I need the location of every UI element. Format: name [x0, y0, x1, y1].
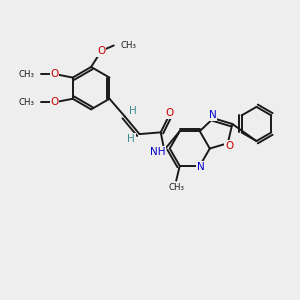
Text: NH: NH — [150, 147, 166, 157]
Text: H: H — [128, 134, 135, 143]
Text: N: N — [197, 162, 205, 172]
Text: O: O — [97, 46, 106, 56]
Text: O: O — [165, 108, 173, 118]
Text: CH₃: CH₃ — [120, 41, 136, 50]
Text: H: H — [129, 106, 137, 116]
Text: O: O — [225, 141, 233, 151]
Text: N: N — [208, 110, 216, 120]
Text: CH₃: CH₃ — [168, 183, 184, 192]
Text: O: O — [50, 97, 59, 107]
Text: CH₃: CH₃ — [19, 70, 35, 79]
Text: O: O — [50, 69, 59, 79]
Text: CH₃: CH₃ — [19, 98, 35, 107]
